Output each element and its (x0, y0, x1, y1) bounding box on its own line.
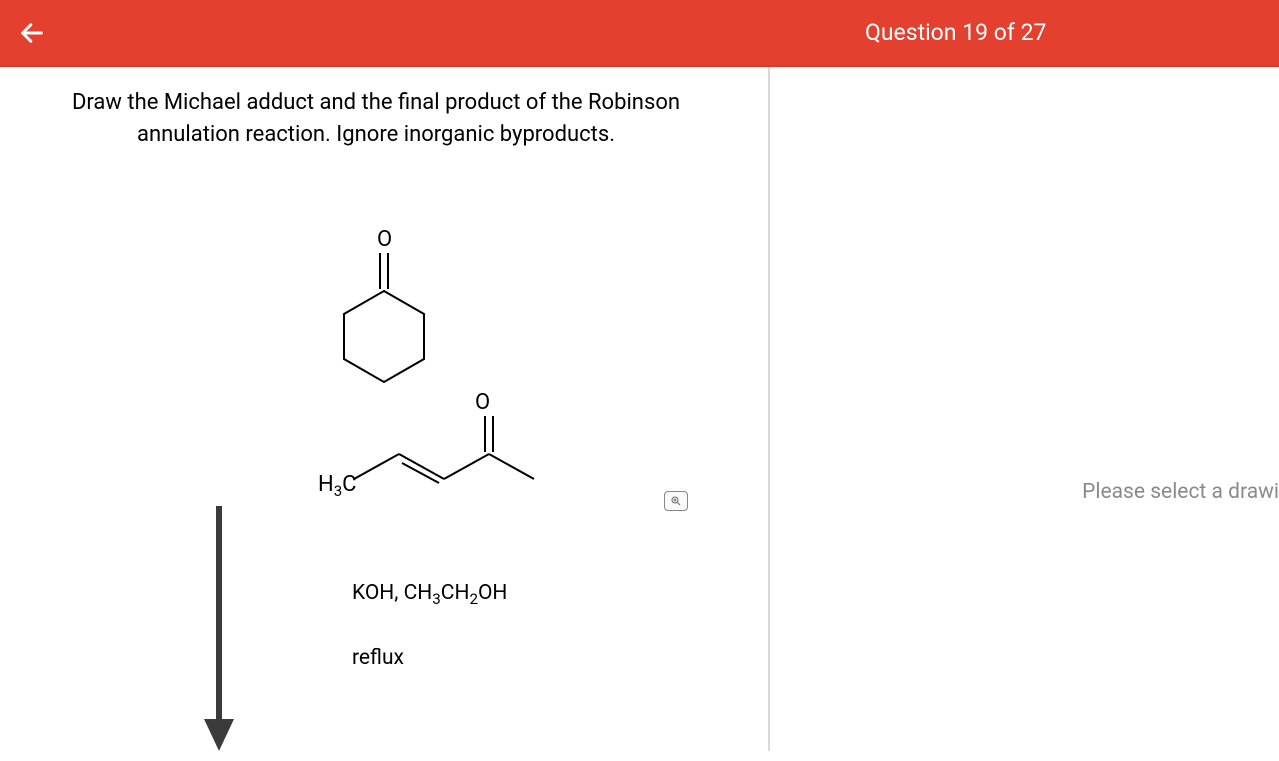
question-prompt: Draw the Michael adduct and the final pr… (44, 87, 708, 151)
reaction-arrow-area: KOH, CH3CH2OH reflux (44, 511, 708, 761)
ch3-label: H3C (318, 472, 356, 500)
reagent-line-2: reflux (352, 646, 404, 670)
question-counter: Question 19 of 27 (865, 19, 1046, 46)
question-panel: Draw the Michael adduct and the final pr… (0, 67, 770, 751)
structures-svg: O O H3C (274, 191, 554, 511)
oxygen-label-1: O (377, 227, 392, 252)
app-header: Question 19 of 27 (0, 0, 1279, 67)
oxygen-label-2: O (475, 390, 490, 415)
molecule-diagram: O O H3C (44, 191, 708, 511)
content-area: Draw the Michael adduct and the final pr… (0, 67, 1279, 751)
reagent-line-1: KOH, CH3CH2OH (352, 581, 507, 608)
back-arrow-icon[interactable] (18, 19, 46, 47)
drawing-placeholder: Please select a drawi (1082, 480, 1279, 504)
reagent-1-text: KOH, CH3CH2OH (352, 581, 507, 605)
down-arrow-icon (194, 501, 244, 761)
answer-panel[interactable]: Please select a drawi (770, 67, 1279, 751)
zoom-icon[interactable] (664, 491, 688, 511)
